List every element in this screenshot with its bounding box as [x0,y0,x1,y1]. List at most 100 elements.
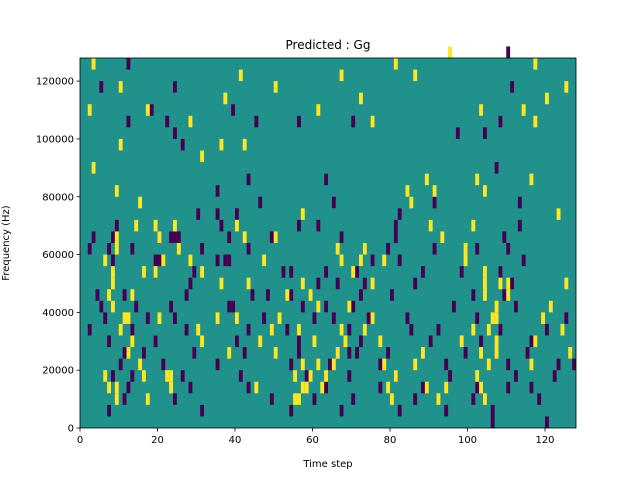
heatmap-cell-low [452,300,456,313]
heatmap-cell-high [533,58,538,70]
heatmap-cell-high [103,370,108,382]
heatmap-cell-low [111,370,115,382]
heatmap-cell-low [289,266,294,278]
heatmap-cell-low [490,416,495,428]
heatmap-cell-high [378,335,383,348]
heatmap-cell-high [339,69,344,82]
heatmap-cell-high [107,381,112,394]
heatmap-cell-low [409,323,414,336]
heatmap-cell-high [308,289,313,301]
heatmap-cell-high [479,347,484,359]
heatmap-cell-low [494,162,499,174]
heatmap-cell-low [339,404,344,417]
heatmap-cell-low [324,266,329,278]
x-tick-label: 20 [151,435,164,446]
heatmap-cell-high [564,277,569,290]
heatmap-cell-high [506,277,511,290]
heatmap-cell-low [173,393,177,405]
heatmap-cell-high [111,300,115,313]
heatmap-cell-high [215,312,220,324]
heatmap-cell-high [545,92,549,105]
heatmap-cell-low [269,393,274,405]
heatmap-cell-low [448,370,453,382]
y-tick-label: 40000 [42,308,74,319]
heatmap-cell-low [107,335,112,348]
heatmap-cell-high [483,266,487,278]
heatmap-cell-low [118,358,123,371]
heatmap-cell-high [382,358,387,371]
heatmap-cell-high [382,254,387,267]
y-tick-label: 120000 [36,77,74,88]
heatmap-cell-high [436,393,441,405]
heatmap-cell-low [463,347,468,359]
heatmap-cell-low [153,335,158,348]
heatmap-cell-low [266,289,270,301]
heatmap-cell-high [316,358,321,371]
heatmap-cell-high [331,358,336,371]
heatmap-cell-high [142,266,146,278]
heatmap-cell-low [335,277,340,290]
heatmap-cell-high [483,277,487,290]
heatmap-cell-high [359,254,363,267]
heatmap-cell-high [196,323,201,336]
heatmap-cell-low [490,404,495,417]
heatmap-cell-low [459,266,464,278]
heatmap-cell-high [173,219,177,232]
heatmap-cell-high [107,289,112,301]
heatmap-cell-high [409,196,414,209]
heatmap-cell-low [390,289,394,301]
heatmap-cell-high [362,243,367,255]
heatmap-cell-high [320,381,325,394]
heatmap-cell-high [556,208,561,220]
heatmap-cell-low [355,266,360,278]
heatmap-cell-high [138,358,143,371]
heatmap-cell-low [176,231,181,243]
heatmap-cell-high [300,381,305,394]
heatmap-cell-low [475,381,480,394]
heatmap-cell-low [235,208,239,220]
heatmap-cell-high [483,393,487,405]
heatmap-cell-low [87,243,92,255]
heatmap-cell-high [246,277,251,290]
heatmap-cell-low [514,370,518,382]
heatmap-cell-low [386,347,391,359]
x-tick-label: 0 [77,435,83,446]
heatmap-cell-low [173,312,177,324]
heatmap-cell-high [258,335,263,348]
heatmap-cell-high [486,323,491,336]
heatmap-cell-high [238,69,243,82]
heatmap-cell-high [498,277,503,290]
heatmap-cell-low [393,219,398,232]
heatmap-cell-low [393,231,398,243]
heatmap-cell-high [293,393,298,405]
heatmap-cell-low [111,254,115,267]
heatmap-cell-low [545,416,549,428]
heatmap-cell-high [486,358,491,371]
heatmap-cell-high [114,231,119,243]
heatmap-cell-low [223,254,228,267]
heatmap-cell-high [118,81,123,93]
heatmap-cell-high [111,277,115,290]
heatmap-cell-low [378,358,383,371]
heatmap-cell-low [122,347,127,359]
y-tick-label: 80000 [42,192,74,203]
heatmap-cell-low [455,127,460,139]
heatmap-cell-low [506,358,511,371]
heatmap-cell-high [568,347,573,359]
y-tick-label: 100000 [36,134,74,145]
heatmap-cell-low [502,289,507,301]
heatmap-cell-low [312,393,317,405]
heatmap-cell-high [459,335,464,348]
heatmap-cell-low [134,300,139,313]
heatmap-cell-high [324,370,329,382]
heatmap-cell-high [494,335,499,348]
heatmap-cell-low [370,254,375,267]
heatmap-cell-high [223,92,228,105]
heatmap-cell-high [200,266,205,278]
heatmap-cell-low [297,347,301,359]
heatmap-cell-high [130,335,135,348]
heatmap-cell-high [343,335,348,348]
heatmap-cell-high [312,335,317,348]
heatmap-cell-low [498,115,503,128]
heatmap-cell-low [397,208,402,220]
